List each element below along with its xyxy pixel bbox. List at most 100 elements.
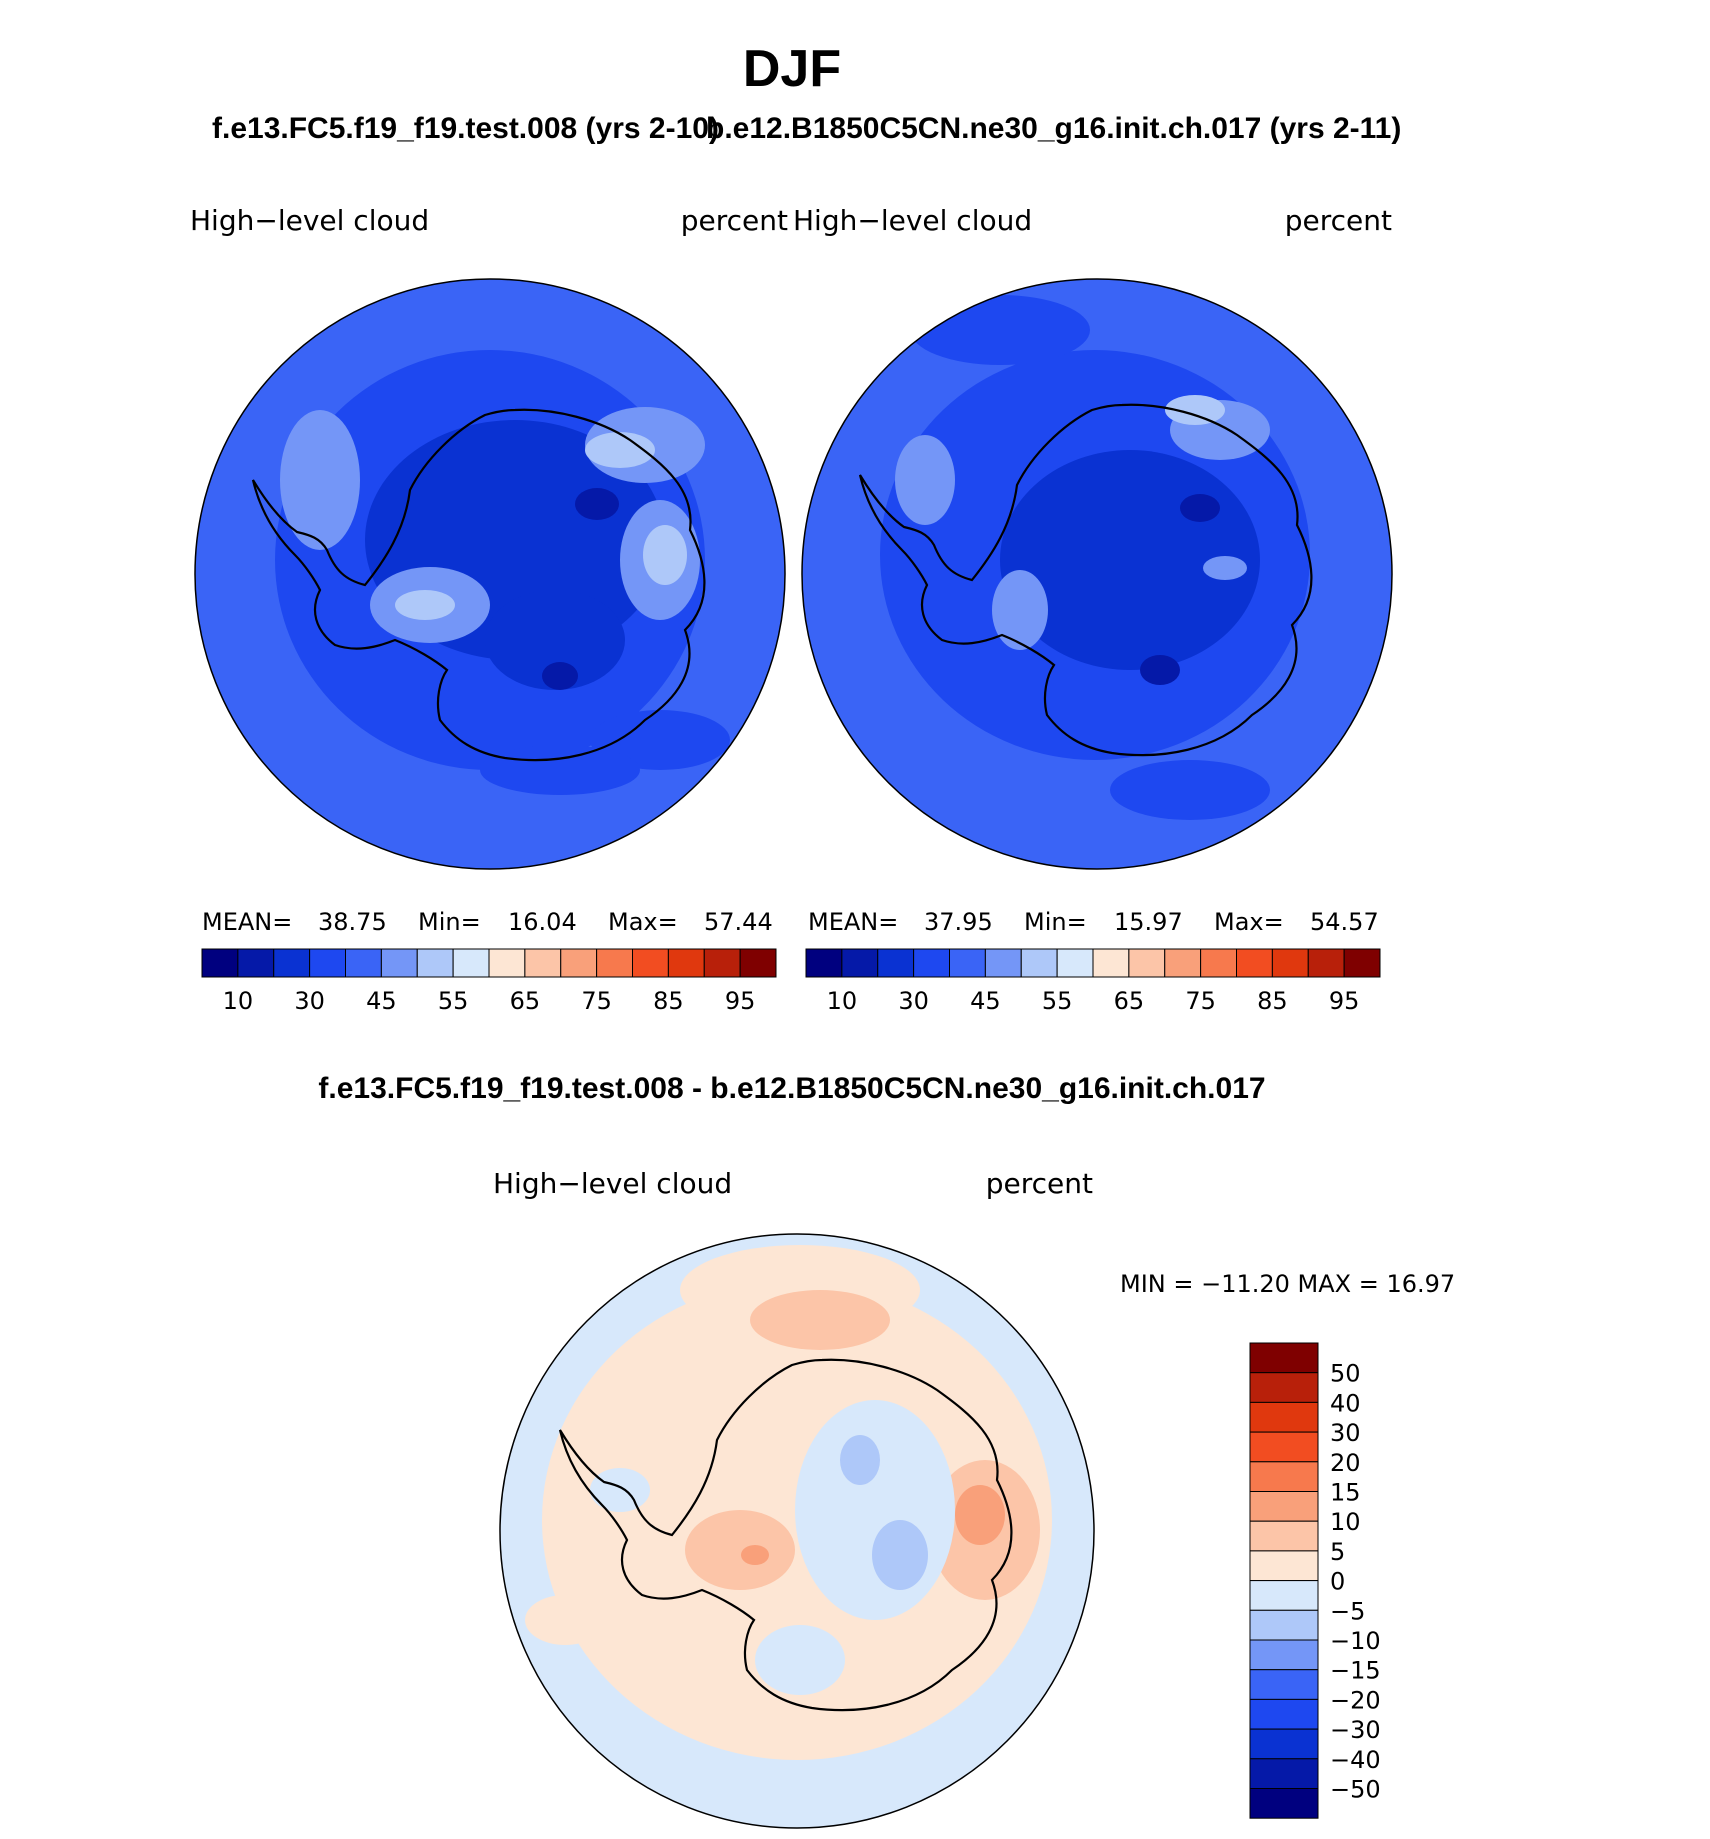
left-colorbar-swatch — [416, 948, 454, 978]
right-variable-label: High−level cloud — [793, 204, 1032, 237]
left-colorbar-swatch — [452, 948, 490, 978]
right-map-border — [801, 278, 1393, 870]
diff-colorbar-label: 15 — [1330, 1479, 1361, 1507]
diff-colorbar-label: −5 — [1330, 1597, 1365, 1625]
right-colorbar-tick-label: 65 — [1114, 987, 1145, 1015]
diff-colorbar-label: 40 — [1330, 1389, 1361, 1417]
left-colorbar-swatch — [703, 948, 741, 978]
right-stats: MEAN= 37.95 Min= 15.97 Max= 54.57 — [808, 908, 1379, 936]
left-colorbar-swatch — [380, 948, 418, 978]
left-min-label: Min= — [418, 908, 481, 936]
left-colorbar-swatch — [739, 948, 777, 978]
right-colorbar-swatch — [805, 948, 843, 978]
diff-colorbar-swatch — [1249, 1342, 1319, 1374]
right-colorbar-swatch — [1200, 948, 1237, 978]
diff-colorbar-label: 20 — [1330, 1449, 1361, 1477]
left-min-value: 16.04 — [508, 908, 577, 936]
diff-colorbar-label: −15 — [1330, 1657, 1381, 1685]
right-colorbar-swatch — [913, 948, 950, 978]
diff-colorbar-swatch — [1249, 1728, 1319, 1760]
left-colorbar-tick-label: 55 — [438, 987, 469, 1015]
diff-colorbar-label: 30 — [1330, 1419, 1361, 1447]
diff-colorbar-swatch — [1249, 1758, 1319, 1790]
diff-colorbar-swatch — [1249, 1401, 1319, 1433]
right-units-label: percent — [1285, 204, 1392, 237]
right-colorbar-swatch — [1128, 948, 1166, 978]
diff-colorbar-swatch — [1249, 1520, 1319, 1552]
right-map: High−level cloud percent — [793, 204, 1393, 870]
left-colorbar-swatch — [201, 948, 239, 978]
diff-colorbar-swatch — [1249, 1431, 1319, 1463]
left-colorbar-swatch — [596, 948, 633, 978]
right-case-title: b.e12.B1850C5CN.ne30_g16.init.ch.017 (yr… — [706, 112, 1401, 145]
diff-title: f.e13.FC5.f19_f19.test.008 - b.e12.B1850… — [318, 1072, 1265, 1105]
diff-variable-label: High−level cloud — [493, 1167, 732, 1200]
left-colorbar-tick-label: 75 — [581, 987, 612, 1015]
diff-colorbar-label: −10 — [1330, 1627, 1381, 1655]
diff-map: High−level cloud percent — [493, 1167, 1095, 1829]
right-colorbar-tick-label: 85 — [1257, 987, 1288, 1015]
right-colorbar-swatch — [984, 948, 1022, 978]
right-mean-label: MEAN= — [808, 908, 898, 936]
diff-colorbar-swatch — [1249, 1491, 1319, 1522]
right-mean-value: 37.95 — [924, 908, 993, 936]
right-min-value: 15.97 — [1114, 908, 1183, 936]
left-colorbar-swatch — [309, 948, 346, 978]
diff-colorbar-label: 50 — [1330, 1360, 1361, 1388]
left-colorbar-tick-label: 45 — [366, 987, 397, 1015]
left-colorbar-swatch — [345, 948, 382, 978]
left-colorbar-swatch — [560, 948, 598, 978]
diff-colorbar-swatch — [1249, 1550, 1319, 1582]
diff-colorbar-label: 5 — [1330, 1538, 1345, 1566]
left-max-value: 57.44 — [704, 908, 773, 936]
right-min-label: Min= — [1024, 908, 1087, 936]
diff-colorbar-swatch — [1249, 1609, 1319, 1641]
right-colorbar-swatch — [1236, 948, 1273, 978]
diff-colorbar-swatch — [1249, 1372, 1319, 1403]
diff-colorbar-swatch — [1249, 1788, 1319, 1819]
left-variable-label: High−level cloud — [190, 204, 429, 237]
diff-colorbar-swatch — [1249, 1639, 1319, 1671]
right-colorbar: 10 30 45 55 65 75 85 95 — [805, 948, 1381, 1015]
left-map-border — [194, 278, 786, 870]
left-stats: MEAN= 38.75 Min= 16.04 Max= 57.44 — [202, 908, 773, 936]
diff-minmax: MIN = −11.20 MAX = 16.97 — [1120, 1270, 1455, 1298]
right-colorbar-swatch — [1056, 948, 1094, 978]
left-mean-value: 38.75 — [318, 908, 387, 936]
diff-colorbar-swatch — [1249, 1698, 1319, 1730]
right-colorbar-tick-label: 10 — [827, 987, 858, 1015]
right-colorbar-tick-label: 75 — [1185, 987, 1216, 1015]
diff-colorbar-swatch — [1249, 1669, 1319, 1700]
left-colorbar: 10 30 45 55 65 75 85 95 — [201, 948, 777, 1015]
page-title: DJF — [743, 40, 841, 98]
left-colorbar-swatch — [488, 948, 526, 978]
right-colorbar-swatch — [841, 948, 879, 978]
diff-colorbar-label: 10 — [1330, 1508, 1361, 1536]
right-colorbar-swatch — [1343, 948, 1381, 978]
left-map: High−level cloud percent — [190, 204, 788, 870]
diff-colorbar-label: −20 — [1330, 1686, 1381, 1714]
diff-units-label: percent — [986, 1167, 1093, 1200]
right-max-label: Max= — [1214, 908, 1284, 936]
left-mean-label: MEAN= — [202, 908, 292, 936]
diff-colorbar-swatch — [1249, 1580, 1319, 1611]
left-colorbar-swatch — [632, 948, 669, 978]
left-colorbar-swatch — [273, 948, 311, 978]
right-colorbar-swatch — [877, 948, 915, 978]
right-colorbar-tick-label: 95 — [1329, 987, 1360, 1015]
diff-colorbar-label: −30 — [1330, 1716, 1381, 1744]
left-colorbar-tick-label: 65 — [510, 987, 541, 1015]
left-units-label: percent — [681, 204, 788, 237]
left-colorbar-tick-label: 95 — [725, 987, 756, 1015]
diff-map-border — [499, 1233, 1095, 1829]
diff-colorbar-label: 0 — [1330, 1568, 1345, 1596]
right-colorbar-swatch — [949, 948, 986, 978]
left-colorbar-swatch — [667, 948, 705, 978]
right-colorbar-tick-label: 45 — [970, 987, 1001, 1015]
right-colorbar-tick-label: 55 — [1042, 987, 1073, 1015]
left-max-label: Max= — [608, 908, 678, 936]
right-colorbar-tick-label: 30 — [898, 987, 929, 1015]
right-colorbar-swatch — [1164, 948, 1202, 978]
right-colorbar-swatch — [1271, 948, 1309, 978]
